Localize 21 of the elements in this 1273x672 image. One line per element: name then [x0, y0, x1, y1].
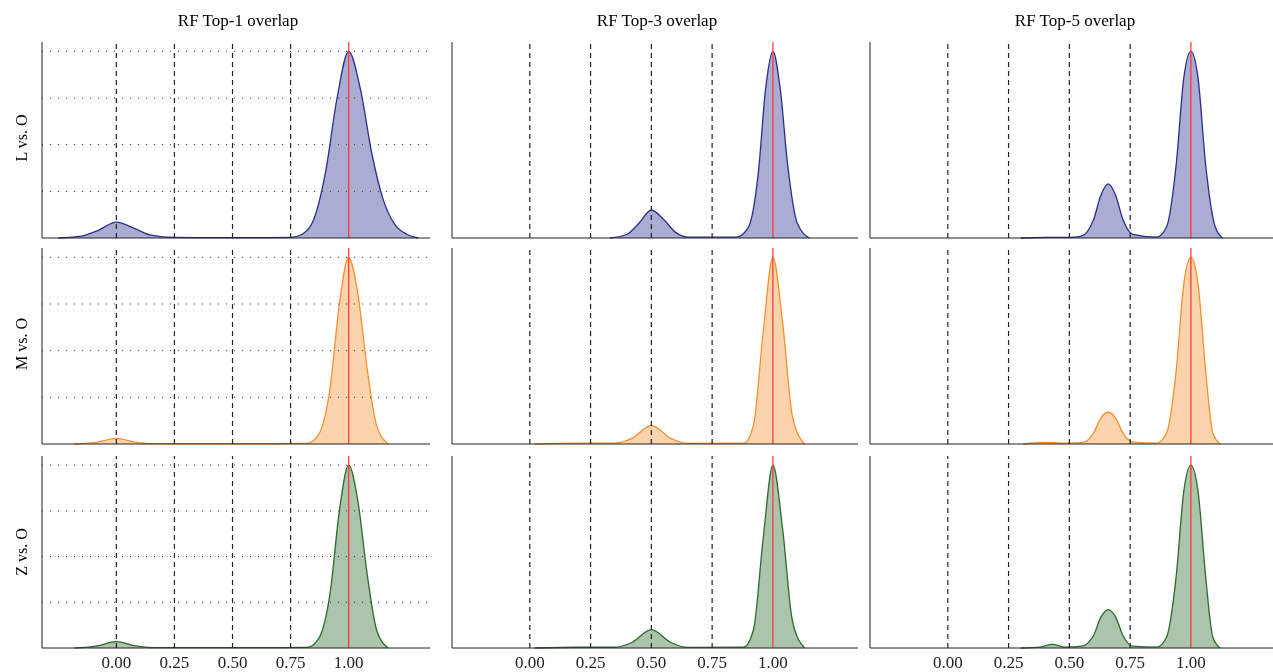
x-tick-label: 0.75 — [275, 653, 306, 672]
y-axis-title: L vs. O — [13, 113, 31, 164]
x-tick-label: 0.00 — [932, 653, 963, 672]
chart-title: RF Top-5 overlap — [1013, 10, 1137, 32]
x-tick-label: 0.50 — [1054, 653, 1085, 672]
x-tick-label: 1.00 — [333, 653, 364, 672]
x-tick-label: 0.25 — [159, 653, 190, 672]
x-tick-label: 0.50 — [217, 653, 248, 672]
x-tick-label: 1.00 — [1176, 653, 1206, 672]
x-tick-label: 0.00 — [101, 653, 132, 672]
x-tick-label: 0.50 — [636, 653, 667, 672]
x-tick-label: 0.25 — [993, 653, 1024, 672]
y-axis-title: M vs. O — [13, 317, 31, 372]
x-tick-label: 1.00 — [758, 653, 788, 672]
x-tick-label: 0.00 — [514, 653, 545, 672]
chart-title: RF Top-3 overlap — [595, 10, 719, 32]
x-tick-label: 0.75 — [697, 653, 728, 672]
x-tick-label: 0.75 — [1115, 653, 1146, 672]
y-axis-title: Z vs. O — [13, 527, 31, 578]
chart-title: RF Top-1 overlap — [176, 10, 300, 32]
x-tick-label: 0.25 — [575, 653, 606, 672]
